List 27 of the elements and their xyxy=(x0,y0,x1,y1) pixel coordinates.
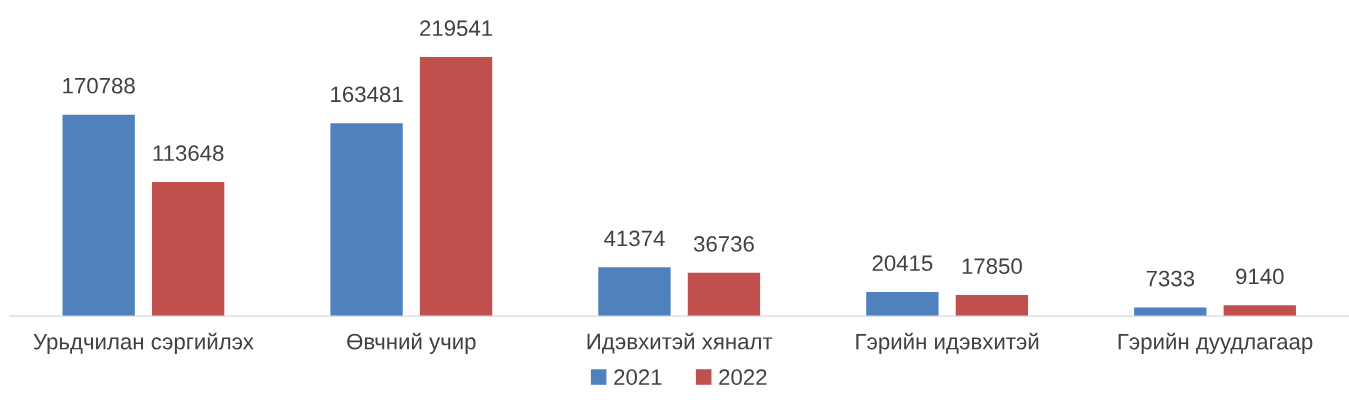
legend-label: 2022 xyxy=(719,369,767,386)
bar xyxy=(419,57,493,317)
data-label: 20415 xyxy=(872,255,933,272)
data-label: 7333 xyxy=(1146,270,1195,287)
data-label: 219541 xyxy=(420,20,493,37)
legend-label: 2021 xyxy=(614,369,662,386)
x-tick-label: Гэрийн дуудлагаар xyxy=(1118,332,1313,354)
data-label: 9140 xyxy=(1236,268,1284,285)
data-label: 36736 xyxy=(693,236,754,252)
bar xyxy=(955,295,1029,317)
data-label: 163481 xyxy=(331,86,403,103)
x-tick-label: Гэрийн идэвхитэй xyxy=(856,332,1039,354)
x-tick-label: Урьдчилан сэргийлэх xyxy=(33,332,254,354)
bar xyxy=(151,182,225,317)
bar xyxy=(1134,307,1207,317)
bar xyxy=(598,267,671,317)
x-tick-label: Өвчний учир xyxy=(347,332,476,354)
bar xyxy=(687,272,761,317)
data-label: 170788 xyxy=(63,77,135,94)
bar xyxy=(1223,305,1296,317)
bar xyxy=(62,114,135,317)
data-label: 41374 xyxy=(604,230,665,247)
data-label: 113648 xyxy=(153,145,224,162)
data-label: 17850 xyxy=(962,258,1022,275)
bar xyxy=(866,292,939,317)
x-tick-label: Идэвхитэй хяналт xyxy=(587,332,773,354)
bar xyxy=(330,123,403,317)
